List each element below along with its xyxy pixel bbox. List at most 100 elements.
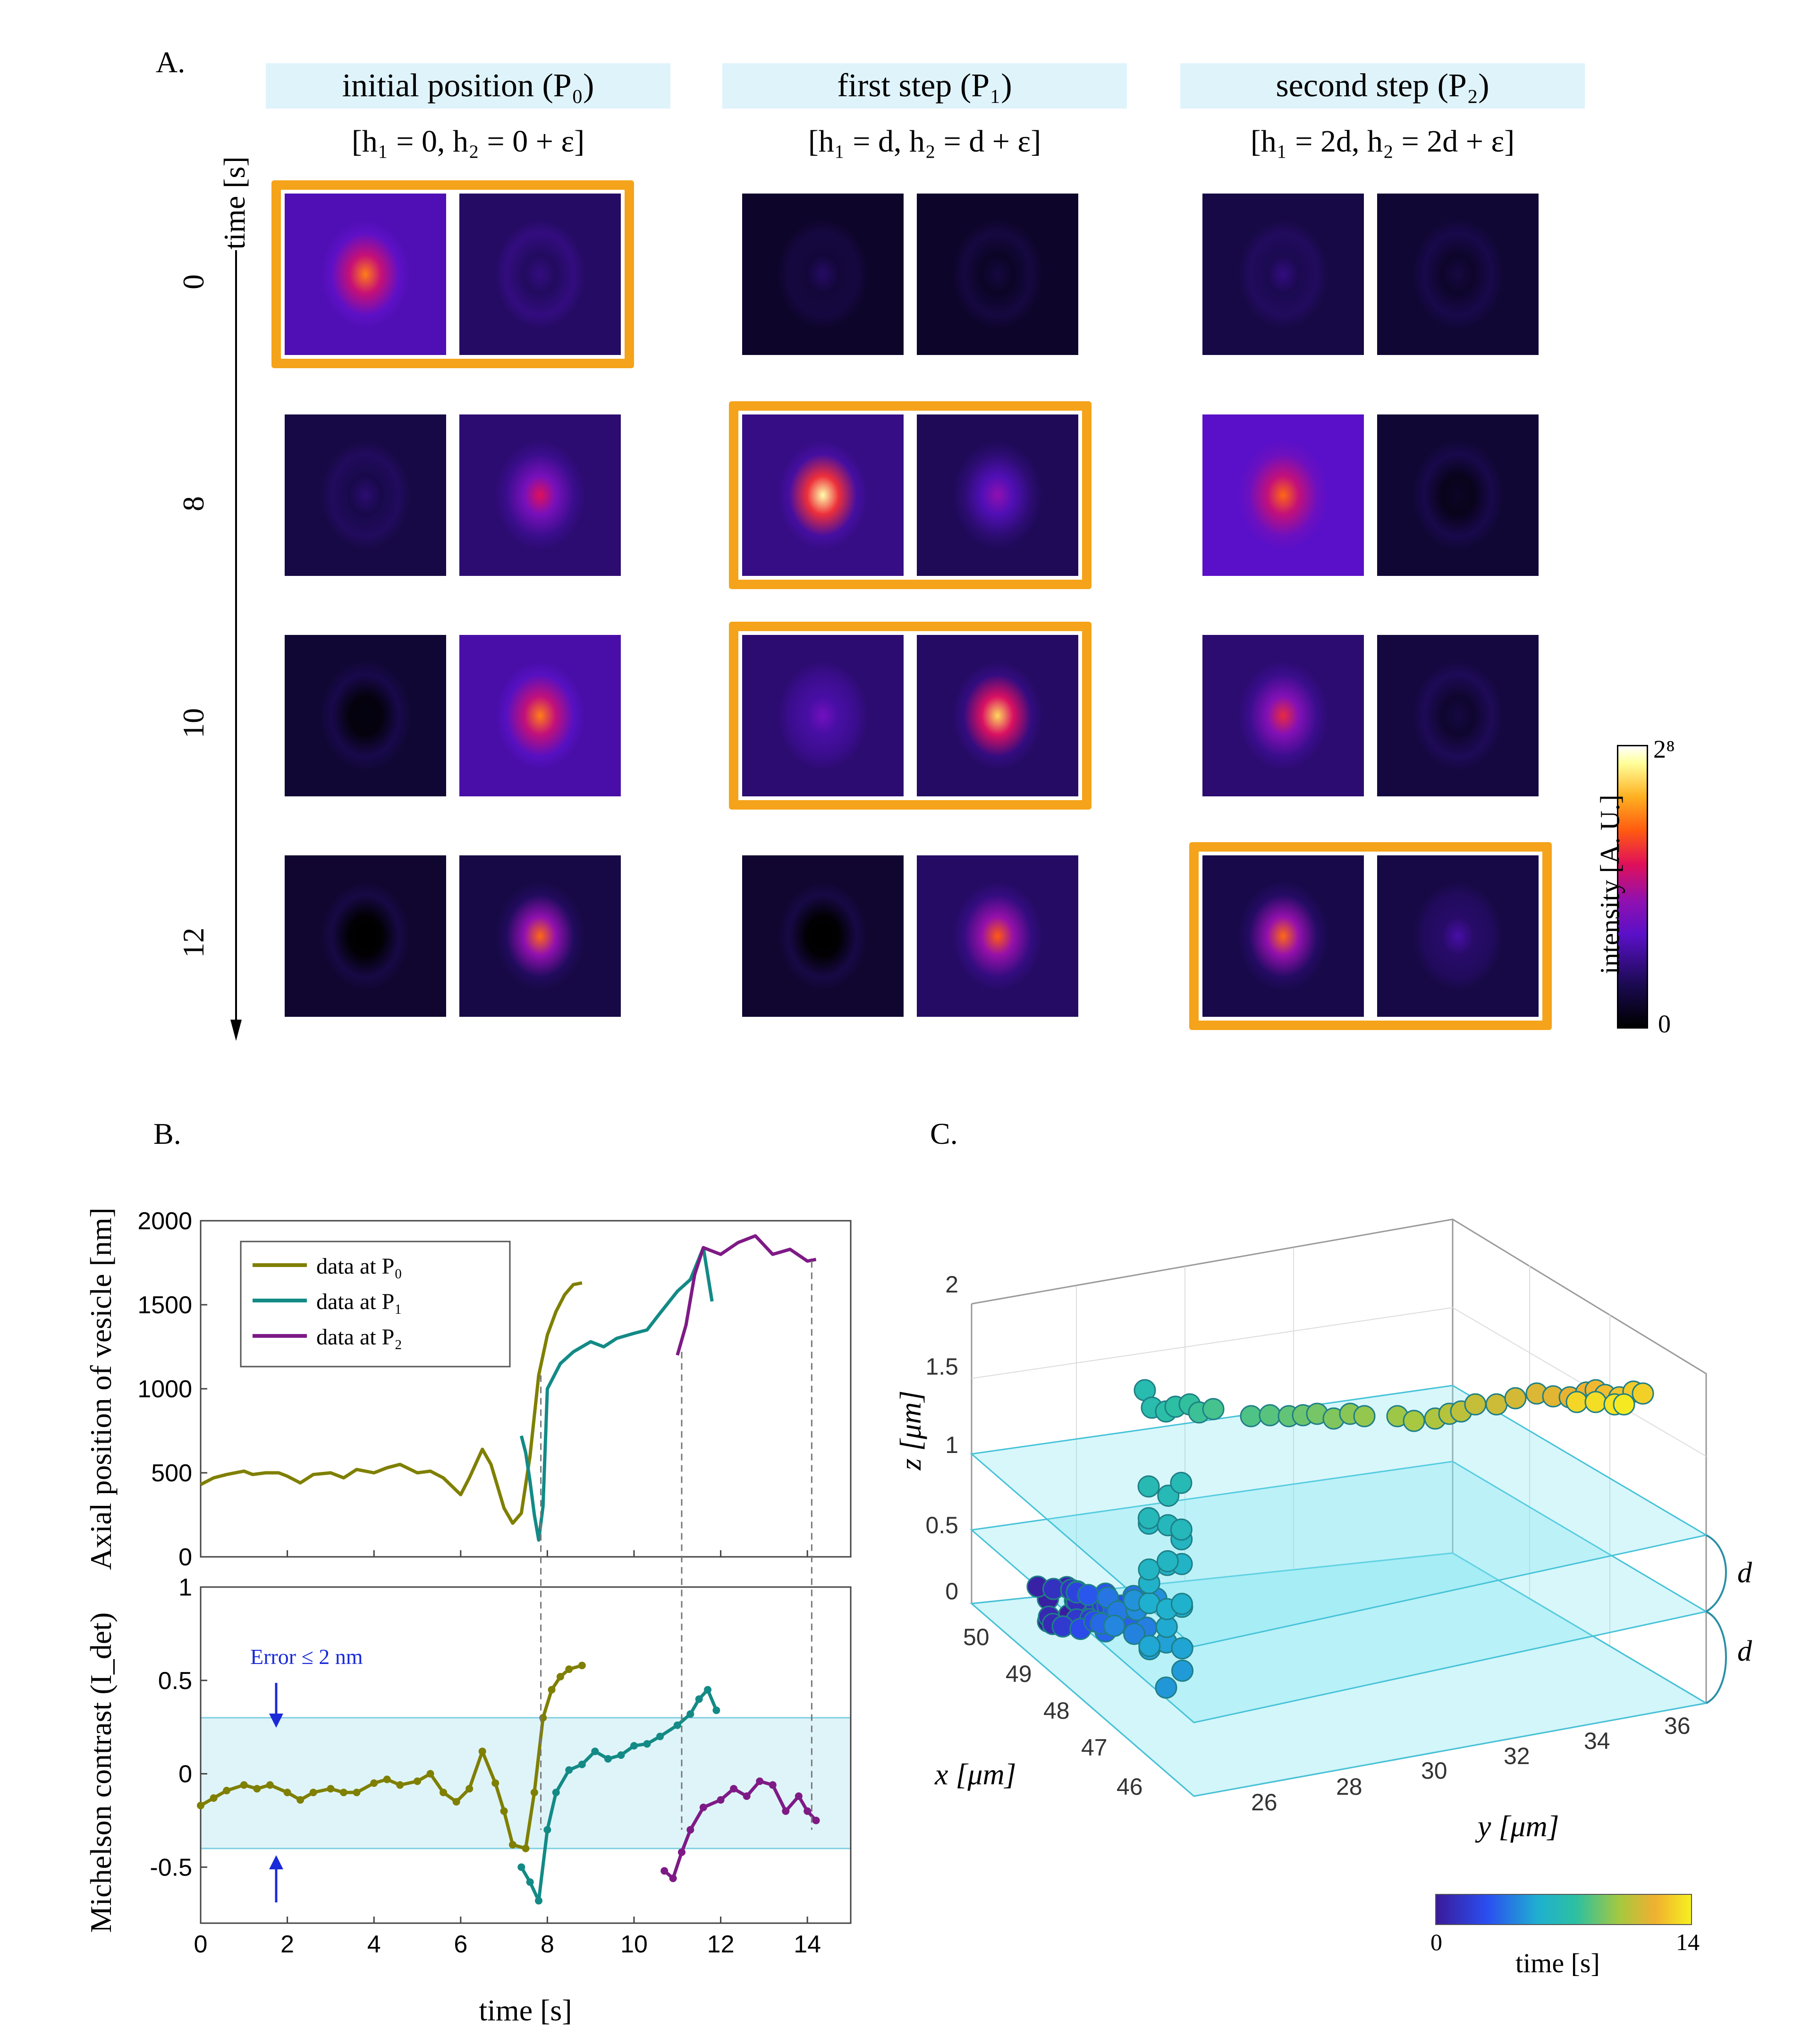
contrast-point-p0: [296, 1796, 305, 1804]
z-tick-1.5: 1.5: [925, 1353, 958, 1380]
contrast-point-p0: [500, 1807, 508, 1815]
panel-c-3d-plot: d d 0 0.5 1 1.5 2 z [μm] 50 49 48 47 46 …: [894, 1218, 1752, 1843]
column-title-p1: first step (P₁): [722, 63, 1127, 109]
contrast-point-p1: [604, 1755, 612, 1763]
contrast-point-p1: [552, 1789, 560, 1797]
x-tick-label: 4: [367, 1931, 381, 1958]
intensity-tile-r1-c4: [1202, 414, 1364, 576]
intensity-tile-r1-c5: [1377, 414, 1539, 576]
intensity-tile-r3-c3: [917, 855, 1078, 1017]
contrast-point-p1: [526, 1878, 534, 1886]
highlight-frame-row-0: [271, 180, 634, 368]
intensity-tile-r3-c1: [459, 855, 621, 1017]
row-label-0: 0: [177, 274, 210, 289]
trajectory-point: [1077, 1584, 1100, 1606]
contrast-point-p0: [508, 1841, 516, 1849]
contrast-point-p1: [643, 1740, 651, 1748]
intensity-tile-r3-c5: [1377, 855, 1539, 1017]
x-axis-label: x [μm]: [934, 1757, 1016, 1791]
trajectory-point: [1170, 1471, 1193, 1494]
z-tick-0: 0: [945, 1578, 958, 1605]
axial-y-tick-label: 0: [178, 1544, 192, 1571]
axial-ylabel: Axial position of vesicle [nm]: [84, 1208, 118, 1570]
intensity-tile-r1-c1: [459, 414, 621, 576]
x-tick-48: 48: [1043, 1698, 1070, 1724]
contrast-point-p0: [353, 1789, 361, 1797]
contrast-point-p0: [478, 1748, 486, 1756]
x-tick-label: 6: [454, 1931, 467, 1958]
contrast-point-p2: [756, 1777, 764, 1785]
intensity-colorbar: [1617, 745, 1648, 1029]
contrast-point-p0: [266, 1781, 274, 1789]
z-tick-1: 1: [945, 1432, 958, 1458]
error-annotation: Error ≤ 2 nm: [250, 1645, 363, 1669]
contrast-point-p0: [339, 1789, 347, 1797]
contrast-point-p2: [699, 1803, 707, 1811]
time-axis-arrow: [230, 250, 242, 1041]
contrast-point-p2: [795, 1792, 803, 1800]
contrast-point-p1: [578, 1760, 586, 1768]
trajectory-point: [1584, 1391, 1607, 1413]
contrast-point-p1: [656, 1732, 664, 1740]
trajectory-point: [1137, 1475, 1160, 1498]
contrast-point-p2: [769, 1781, 777, 1789]
contrast-point-p2: [812, 1816, 820, 1824]
contrast-point-p0: [327, 1785, 335, 1793]
intensity-tile-r2-c0: [285, 635, 446, 796]
intensity-colorbar-min: 0: [1658, 1010, 1671, 1038]
contrast-point-p0: [253, 1785, 261, 1793]
contrast-point-p1: [673, 1721, 681, 1729]
intensity-tile-r0-c3: [917, 194, 1078, 355]
contrast-point-p0: [197, 1801, 204, 1809]
y-axis-label: y [μm]: [1475, 1809, 1559, 1843]
trajectory-point: [1138, 1558, 1160, 1581]
contrast-point-p1: [617, 1751, 625, 1759]
contrast-point-p0: [370, 1779, 378, 1787]
contrast-point-p2: [660, 1867, 668, 1875]
contrast-point-p1: [695, 1695, 703, 1703]
axial-y-tick-label: 1000: [137, 1376, 192, 1403]
panel-a-label: A.: [156, 45, 186, 79]
contrast-point-p1: [517, 1863, 525, 1871]
d-bracket-upper: [1705, 1534, 1727, 1613]
time-colorbar-label: time [s]: [1515, 1948, 1600, 1978]
intensity-tile-r0-c1: [459, 194, 621, 355]
axial-series-line-p0: [200, 1281, 583, 1525]
contrast-point-p0: [283, 1789, 291, 1797]
trajectory-point: [1240, 1405, 1262, 1427]
column-params-p0: [h₁ = 0, h₂ = 0 + ε]: [351, 124, 585, 159]
intensity-tile-r2-c3: [917, 635, 1078, 796]
axial-y-tick-label: 1500: [137, 1292, 192, 1319]
contrast-point-p1: [686, 1710, 694, 1718]
contrast-point-p1: [535, 1897, 543, 1905]
x-tick-label: 14: [794, 1931, 821, 1958]
time-colorbar-min: 0: [1430, 1929, 1442, 1955]
legend-label-p0: data at P₀: [316, 1254, 402, 1279]
box-back-frame: [971, 1218, 1707, 1703]
x-tick-47: 47: [1081, 1734, 1108, 1761]
contrast-point-p1: [712, 1706, 720, 1715]
trajectory-point: [1464, 1393, 1487, 1416]
contrast-point-p2: [782, 1807, 790, 1815]
trajectory-point: [1485, 1393, 1508, 1416]
trajectory-point: [1613, 1393, 1635, 1416]
highlight-frame-row-2: [729, 622, 1091, 810]
intensity-tile-r1-c0: [285, 414, 446, 576]
axial-y-tick-label: 2000: [137, 1208, 192, 1235]
trajectory-point: [1137, 1507, 1160, 1529]
contrast-y-tick-label: 0.5: [158, 1667, 192, 1695]
panel-b-label: B.: [153, 1117, 181, 1150]
contrast-point-p0: [396, 1781, 404, 1789]
legend-box: [240, 1241, 511, 1368]
trajectory-point: [1156, 1550, 1179, 1572]
column-params-p1: [h₁ = d, h₂ = d + ε]: [808, 124, 1041, 159]
contrast-point-p0: [522, 1844, 530, 1852]
plane-label-d-upper: d: [1737, 1557, 1752, 1589]
row-label-8: 8: [177, 496, 210, 511]
contrast-point-p0: [210, 1794, 218, 1802]
x-tick-46: 46: [1117, 1774, 1143, 1800]
highlight-frame-row-3: [1189, 842, 1552, 1030]
panel-b-charts: 0 2 4 6 8 10 12 14 0 500 1000 1500 2000 -0.5 0 0.5 1 Axi…: [84, 1208, 852, 2027]
trajectory-point: [1171, 1659, 1194, 1682]
trajectory-point: [1123, 1622, 1146, 1645]
